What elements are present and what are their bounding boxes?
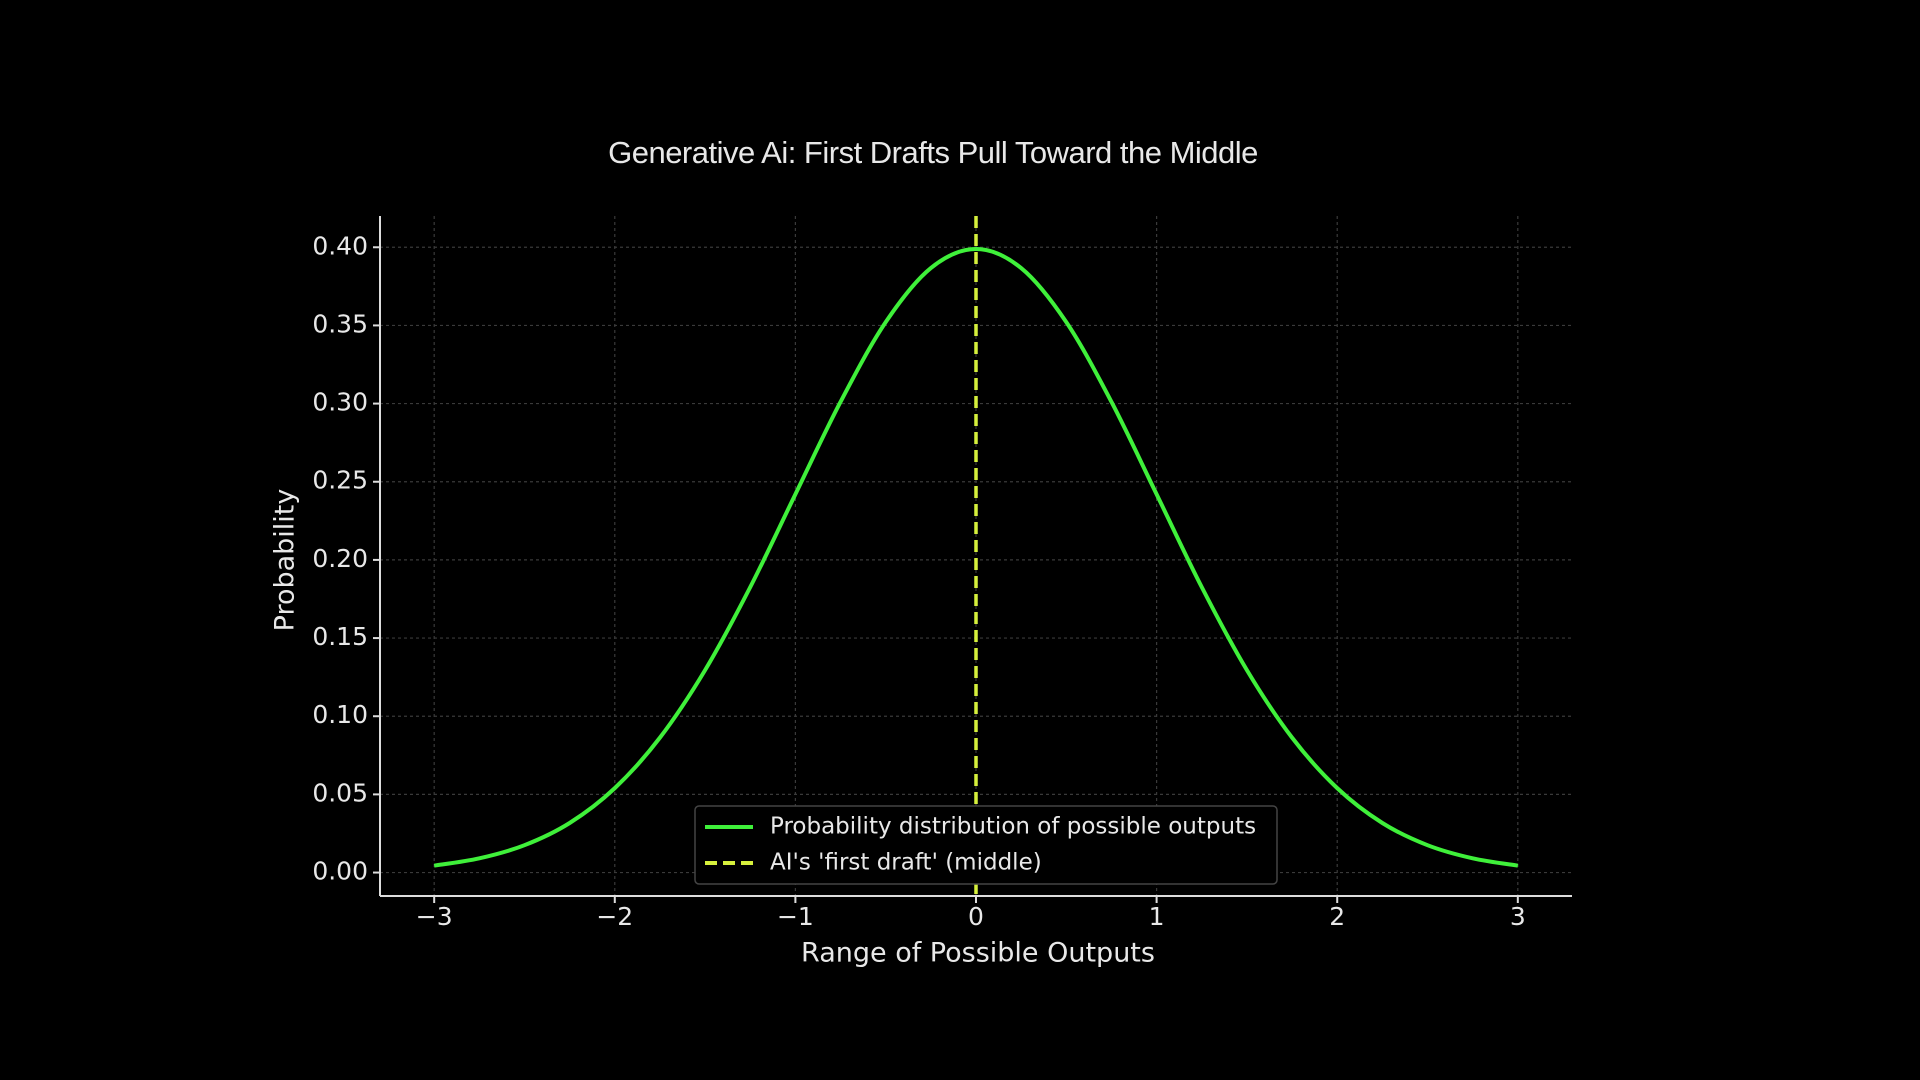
x-tick-label: −1 <box>777 902 814 931</box>
x-tick-label: −2 <box>596 902 633 931</box>
y-tick-label: 0.35 <box>312 309 368 338</box>
x-tick-label: −3 <box>416 902 453 931</box>
x-tick-label: 2 <box>1329 902 1345 931</box>
y-tick-label: 0.40 <box>312 231 368 260</box>
y-tick-label: 0.25 <box>312 466 368 495</box>
x-tick-label: 1 <box>1149 902 1165 931</box>
y-tick-label: 0.15 <box>312 622 368 651</box>
y-axis-label: Probability <box>270 489 301 632</box>
y-tick-label: 0.05 <box>312 778 368 807</box>
legend-label: Probability distribution of possible out… <box>770 814 1256 840</box>
chart-title: Generative Ai: First Drafts Pull Toward … <box>608 135 1258 170</box>
y-tick-label: 0.10 <box>312 700 368 729</box>
x-tick-label: 0 <box>968 902 984 931</box>
data-line <box>433 246 1519 868</box>
y-tick-label: 0.20 <box>312 544 368 573</box>
y-tick-label: 0.00 <box>312 857 368 886</box>
legend-box <box>694 805 1278 885</box>
y-tick-label: 0.30 <box>312 388 368 417</box>
x-axis-label: Range of Possible Outputs <box>801 938 1155 969</box>
legend-label: AI's 'first draft' (middle) <box>770 850 1042 876</box>
x-tick-label: 3 <box>1510 902 1526 931</box>
